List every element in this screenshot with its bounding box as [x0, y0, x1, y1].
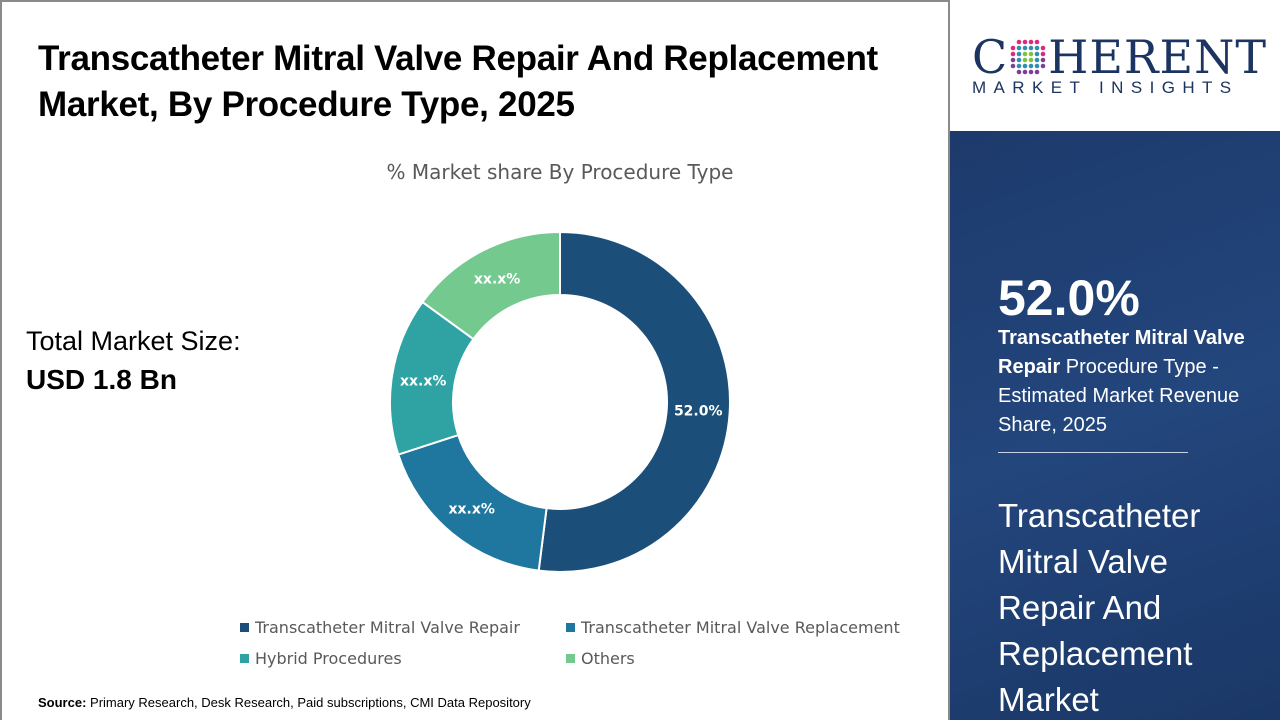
legend-label: Transcatheter Mitral Valve Replacement — [581, 618, 900, 637]
donut-chart: 52.0% xx.x% xx.x% xx.x% — [389, 230, 732, 573]
highlight-panel: 52.0% Transcatheter Mitral Valve Repair … — [950, 131, 1280, 720]
data-label: 52.0% — [674, 404, 723, 420]
legend-item: Transcatheter Mitral Valve Repair — [240, 618, 566, 637]
legend-label: Hybrid Procedures — [255, 649, 402, 668]
logo-herent: HERENT — [1048, 30, 1268, 84]
source-text: Primary Research, Desk Research, Paid su… — [90, 695, 531, 710]
side-panel: C HERENT MARKET INSIGHTS 52.0% Transcath… — [948, 0, 1280, 720]
donut-slice — [421, 230, 561, 341]
data-label: xx.x% — [474, 272, 520, 288]
highlight-description: Transcatheter Mitral Valve Repair Proced… — [998, 324, 1258, 440]
highlight-segment: Transcatheter Mitral Valve Repair — [998, 327, 1245, 378]
chart-legend: Transcatheter Mitral Valve Repair Transca… — [240, 618, 920, 668]
globe-icon — [1010, 39, 1046, 75]
highlight-rest: Procedure Type - Estimated Market Revenu… — [998, 356, 1240, 436]
legend-swatch — [566, 623, 575, 632]
legend-label: Others — [581, 649, 635, 668]
logo-subtitle: MARKET INSIGHTS — [972, 78, 1239, 97]
data-label: xx.x% — [400, 373, 446, 389]
donut-slice — [537, 230, 732, 573]
data-label: xx.x% — [448, 502, 494, 518]
legend-item: Others — [566, 649, 906, 668]
divider — [998, 452, 1188, 453]
legend-swatch — [566, 654, 575, 663]
total-market-value: USD 1.8 Bn — [26, 364, 177, 395]
source-label: Source: — [38, 695, 87, 710]
logo: C HERENT MARKET INSIGHTS — [950, 0, 1280, 131]
total-market-label: Total Market Size: — [26, 326, 241, 356]
chart-title: % Market share By Procedure Type — [386, 160, 734, 184]
legend-swatch — [240, 654, 249, 663]
highlight-value: 52.0% — [998, 270, 1140, 326]
logo-wordmark: C HERENT — [972, 30, 1267, 84]
page-title: Transcatheter Mitral Valve Repair And Re… — [38, 39, 878, 124]
market-name: Transcatheter Mitral Valve Repair And Re… — [998, 497, 1201, 718]
source-note: Source: Primary Research, Desk Research,… — [38, 695, 531, 710]
legend-swatch — [240, 623, 249, 632]
logo-c: C — [972, 30, 1009, 84]
legend-item: Transcatheter Mitral Valve Replacement — [566, 618, 906, 637]
legend-label: Transcatheter Mitral Valve Repair — [255, 618, 520, 637]
legend-item: Hybrid Procedures — [240, 649, 566, 668]
